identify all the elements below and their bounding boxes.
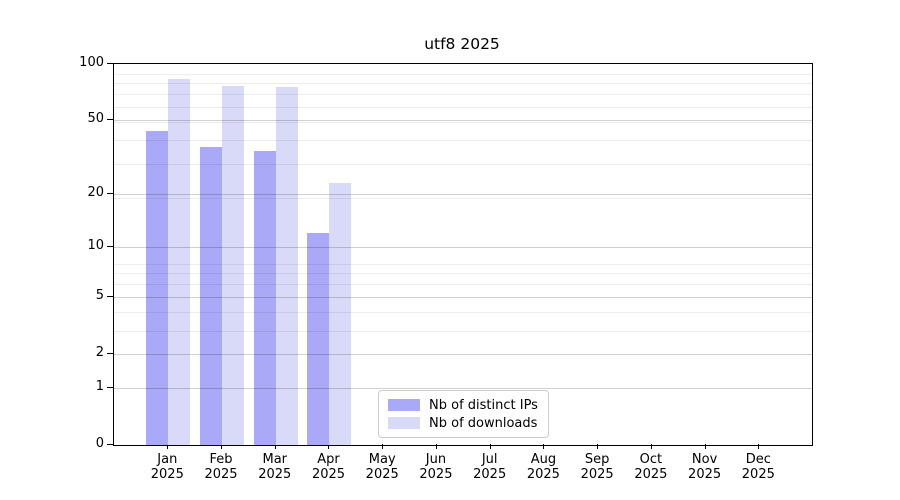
y-major-gridline: [114, 387, 812, 389]
y-major-gridline: [114, 247, 812, 249]
legend-swatch-distinct-ips: [388, 399, 420, 411]
x-tick-label-dec: Dec 2025: [741, 452, 775, 482]
y-major-gridline: [114, 193, 812, 195]
x-tick-mark: [382, 444, 384, 449]
bar-downloads-feb: [222, 86, 245, 445]
y-tick-mark: [107, 296, 113, 298]
x-tick-label-jan: Jan 2025: [150, 452, 184, 482]
y-minor-gridline: [114, 284, 812, 286]
y-minor-gridline: [114, 273, 812, 275]
bar-distinct-ips-jan: [146, 130, 169, 445]
x-tick-label-nov: Nov 2025: [688, 452, 722, 482]
x-tick-mark: [274, 444, 276, 449]
legend-item-distinct-ips: Nb of distinct IPs: [388, 396, 538, 414]
y-minor-gridline: [114, 106, 812, 108]
bar-downloads-jan: [168, 79, 191, 445]
y-tick-mark: [107, 386, 113, 388]
y-tick-mark: [107, 63, 113, 64]
bar-distinct-ips-feb: [200, 146, 223, 445]
x-tick-mark: [758, 444, 760, 449]
y-minor-gridline: [114, 73, 812, 75]
y-minor-gridline: [114, 197, 812, 199]
x-tick-label-apr: Apr 2025: [311, 452, 346, 482]
x-tick-mark: [167, 444, 169, 449]
bar-downloads-apr: [329, 182, 352, 445]
x-tick-mark: [221, 444, 223, 449]
legend-label-distinct-ips: Nb of distinct IPs: [429, 397, 538, 413]
y-tick-label: 5: [95, 288, 104, 304]
chart-title: utf8 2025: [424, 35, 500, 53]
y-minor-gridline: [114, 140, 812, 142]
y-major-gridline: [114, 297, 812, 299]
x-tick-label-aug: Aug 2025: [526, 452, 560, 482]
legend: Nb of distinct IPs Nb of downloads: [378, 390, 549, 438]
y-tick-mark: [107, 444, 113, 445]
y-minor-gridline: [114, 330, 812, 332]
y-minor-gridline: [114, 94, 812, 96]
legend-label-downloads: Nb of downloads: [429, 415, 538, 431]
x-tick-mark: [328, 444, 330, 449]
y-tick-label: 2: [95, 345, 104, 361]
x-tick-label-oct: Oct 2025: [634, 452, 668, 482]
y-tick-label: 1: [95, 378, 104, 394]
y-minor-gridline: [114, 122, 812, 124]
y-tick-mark: [107, 246, 113, 248]
y-tick-label: 10: [87, 238, 104, 254]
x-tick-mark: [704, 444, 706, 449]
x-tick-mark: [489, 444, 491, 449]
y-minor-gridline: [114, 263, 812, 265]
bar-distinct-ips-apr: [307, 233, 330, 445]
y-tick-label: 0: [95, 436, 104, 451]
legend-swatch-downloads: [388, 417, 420, 429]
x-tick-label-jul: Jul 2025: [473, 452, 507, 482]
y-major-gridline: [114, 354, 812, 356]
y-tick-mark: [107, 353, 113, 355]
y-tick-label: 20: [87, 184, 104, 200]
bar-downloads-mar: [275, 87, 298, 445]
y-minor-gridline: [114, 83, 812, 85]
y-major-gridline: [114, 120, 812, 122]
x-tick-label-jun: Jun 2025: [419, 452, 453, 482]
x-tick-mark: [597, 444, 599, 449]
x-tick-label-may: May 2025: [365, 452, 399, 482]
x-tick-mark: [543, 444, 545, 449]
y-tick-label: 50: [87, 111, 104, 127]
y-tick-label: 100: [79, 55, 104, 70]
x-tick-label-feb: Feb 2025: [204, 452, 238, 482]
plot-area: [113, 63, 813, 446]
x-tick-mark: [650, 444, 652, 449]
y-minor-gridline: [114, 312, 812, 314]
y-minor-gridline: [114, 164, 812, 166]
x-tick-label-sep: Sep 2025: [580, 452, 614, 482]
y-tick-mark: [107, 192, 113, 194]
y-tick-mark: [107, 119, 113, 121]
bar-distinct-ips-mar: [253, 151, 276, 445]
legend-item-downloads: Nb of downloads: [388, 414, 538, 432]
x-tick-mark: [435, 444, 437, 449]
x-tick-label-mar: Mar 2025: [258, 452, 292, 482]
